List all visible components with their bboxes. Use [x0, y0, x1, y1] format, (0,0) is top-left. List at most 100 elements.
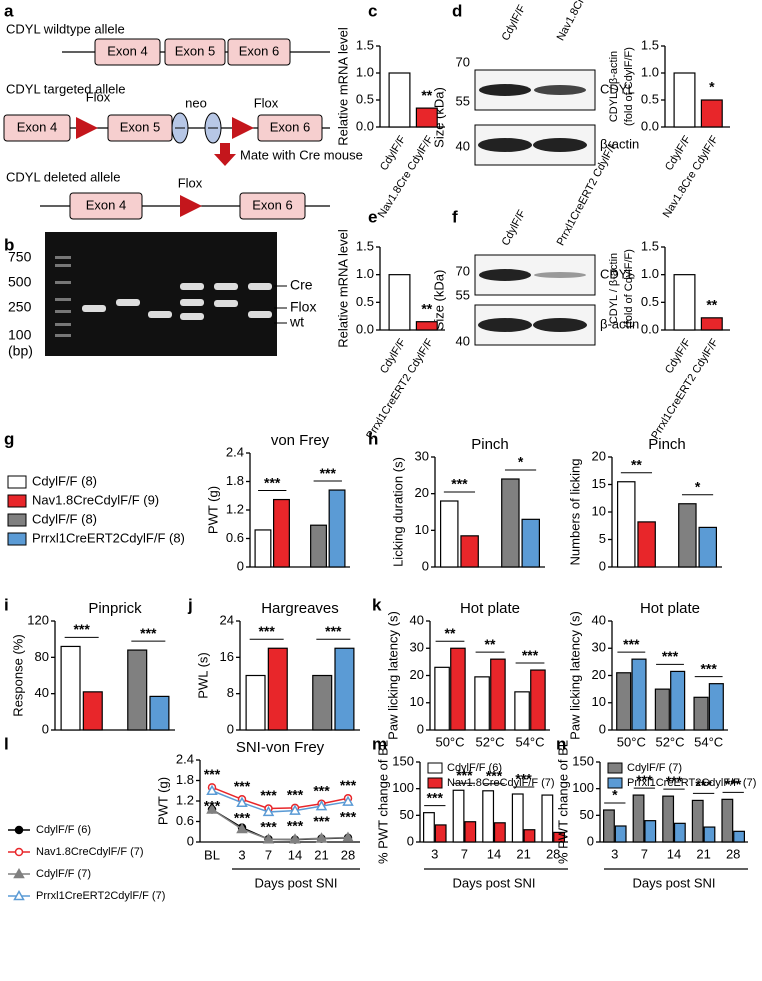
x-axis-label: Days post SNI	[632, 875, 715, 890]
bar	[673, 822, 686, 843]
exon	[257, 114, 323, 142]
gel-band	[116, 299, 140, 306]
y-axis-label: Paw licking latency (s)	[567, 611, 582, 740]
exon-label: Exon 4	[107, 43, 147, 58]
y-tick-label: 0.0	[356, 321, 374, 336]
x-tick-label: 7	[265, 847, 272, 862]
band-label: Cre	[290, 277, 313, 293]
significance-label: ***	[234, 809, 251, 825]
significance-label: ***	[725, 776, 742, 792]
x-tick-label: 3	[238, 847, 245, 862]
exon	[69, 192, 143, 220]
panel-letter: b	[4, 235, 14, 254]
x-tick-label: 14	[487, 846, 501, 861]
y-axis-label: PWL (s)	[195, 652, 210, 698]
legend-label: Prrxl1CreERT2CdylF/F (7)	[627, 777, 756, 789]
legend-label: Nav1.8CreCdylF/F (9)	[32, 492, 159, 507]
y-tick-label: 0	[587, 833, 594, 848]
panel-letter: l	[4, 734, 9, 753]
size-label: 55	[456, 93, 470, 108]
y-tick-label: 40	[410, 612, 424, 627]
bar	[310, 524, 327, 568]
x-tick-label: 14	[667, 846, 681, 861]
y-tick-label: 30	[410, 640, 424, 655]
y-tick-label: 24	[220, 612, 234, 627]
legend-swatch	[427, 777, 443, 789]
x-axis-label: Days post SNI	[452, 875, 535, 890]
bar	[703, 826, 716, 843]
y-tick-label: 1.5	[641, 238, 659, 253]
y-tick-label: 2.4	[176, 751, 194, 766]
y-tick-label: 1.0	[641, 266, 659, 281]
significance-label: ***	[325, 623, 342, 639]
y-tick-label: 0.5	[356, 294, 374, 309]
exon-label: Exon 4	[86, 197, 126, 212]
x-tick-label: 54°C	[515, 734, 544, 749]
significance-label: **	[631, 456, 642, 472]
bar	[312, 674, 333, 731]
gel-band	[248, 311, 272, 318]
legend-label: CdylF/F (8)	[32, 511, 97, 526]
y-tick-label: 1.8	[226, 473, 244, 488]
y-tick-label: 100	[392, 780, 414, 795]
bar	[614, 825, 627, 843]
ladder-label: 100	[8, 327, 32, 343]
y-tick-label: 0.5	[641, 294, 659, 309]
significance-label: ***	[204, 766, 221, 782]
panel-letter: k	[372, 595, 382, 614]
x-tick-label: 28	[546, 846, 560, 861]
ladder-label: 250	[8, 299, 32, 315]
legend-label: CdylF/F (7)	[627, 762, 682, 774]
y-tick-label: 0	[599, 558, 606, 573]
flox-site	[232, 117, 254, 139]
point	[262, 833, 275, 844]
y-tick-label: 0.5	[356, 91, 374, 106]
bar	[450, 647, 466, 731]
panel-letter: a	[4, 1, 14, 20]
legend-label: CdylF/F (6)	[447, 762, 502, 774]
y-tick-label: 8	[227, 685, 234, 700]
y-axis-label: (fold of CdylF/F)	[623, 249, 635, 328]
bar	[434, 666, 450, 731]
bar	[721, 798, 734, 843]
x-tick-label: 52°C	[475, 734, 504, 749]
point	[206, 803, 218, 814]
panel-letter: m	[372, 734, 387, 753]
legend-swatch	[427, 762, 443, 774]
x-tick-label: 28	[726, 846, 740, 861]
arrow-label: Mate with Cre mouse	[240, 147, 363, 162]
bar	[273, 498, 290, 568]
x-tick-label: 7	[461, 846, 468, 861]
exon	[227, 38, 291, 66]
point	[289, 833, 301, 844]
y-tick-label: 40	[35, 685, 49, 700]
bar	[632, 794, 645, 843]
ladder-label: 500	[8, 274, 32, 290]
chart-title: Hot plate	[460, 600, 520, 617]
blot-band	[534, 272, 586, 278]
bar	[149, 695, 170, 731]
point	[206, 784, 218, 795]
panel-letter: g	[4, 429, 14, 448]
panel-letter: i	[4, 595, 9, 614]
gel-band	[82, 305, 106, 312]
significance-label: **	[706, 297, 717, 313]
y-tick-label: 1.0	[356, 64, 374, 79]
significance-label: ***	[456, 767, 473, 783]
bar	[452, 789, 465, 843]
x-tick-label: Nav1.8Cre CdylF/F	[376, 134, 436, 220]
neo-label: neo	[185, 95, 207, 110]
bar	[673, 72, 696, 128]
significance-label: ***	[234, 778, 251, 794]
flox-label: Flox	[178, 175, 203, 190]
exon	[239, 192, 306, 220]
chart-title: Pinch	[471, 436, 509, 453]
blot-column-label: CdylF/F	[500, 208, 529, 248]
allele-title: CDYL wildtype allele	[6, 21, 125, 36]
x-tick-label: 28	[341, 847, 355, 862]
y-tick-label: 1.2	[226, 501, 244, 516]
y-axis-label: Relative mRNA level	[335, 229, 350, 348]
legend-label: Prrxl1CreERT2CdylF/F (8)	[32, 530, 185, 545]
x-tick-label: 50°C	[617, 734, 646, 749]
blot-band	[533, 138, 587, 152]
